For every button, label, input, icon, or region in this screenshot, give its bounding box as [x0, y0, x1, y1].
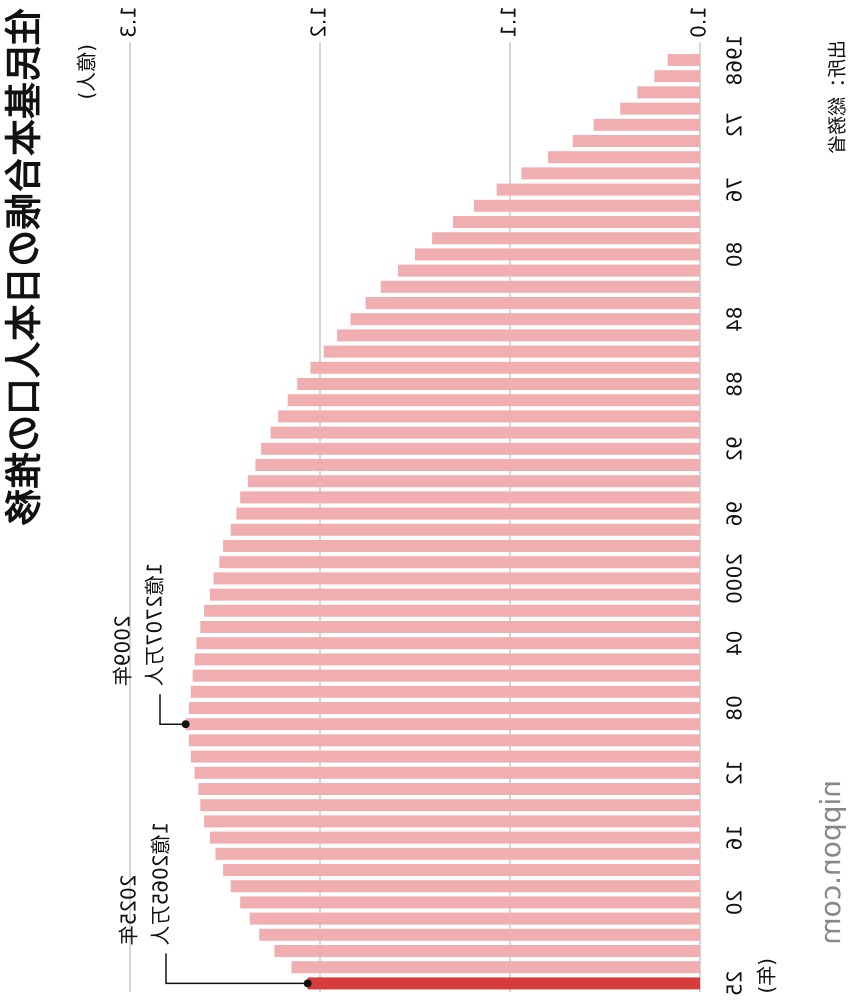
bar [337, 329, 700, 342]
bar [209, 588, 701, 601]
x-tick-label: 12 [723, 760, 747, 785]
bar [473, 199, 700, 212]
x-tick-label: 25 [723, 971, 747, 996]
x-tick-label: 72 [723, 112, 747, 137]
bar [397, 264, 700, 277]
bar [188, 702, 700, 714]
bar [247, 475, 701, 488]
bar [236, 507, 700, 520]
annotation-year: 2009年 [111, 615, 135, 686]
bar [219, 556, 701, 569]
bar [192, 669, 700, 682]
bar [240, 896, 700, 909]
x-tick-label: 20 [723, 890, 747, 915]
source: 出所：総務省 [827, 40, 849, 154]
bar [521, 167, 701, 180]
bar [240, 491, 700, 504]
x-tick-label: 80 [723, 242, 747, 267]
bar [190, 750, 701, 763]
bar [194, 653, 700, 666]
bar [323, 345, 700, 358]
bar [654, 70, 701, 83]
x-tick-label: 16 [723, 825, 747, 850]
annotation-text: 1億2707万人 [143, 563, 167, 687]
bar [198, 783, 700, 795]
bar [415, 248, 700, 261]
bar [200, 621, 701, 633]
bar [223, 864, 700, 876]
bar [255, 459, 700, 471]
bar [230, 523, 700, 536]
bar [572, 135, 701, 147]
bar [230, 880, 700, 893]
chart-body: 住民基本台帳の日本人口の推移 (億人) (年) 出所：総務省 nippon.co… [3, 6, 849, 996]
bar [261, 442, 700, 455]
bar [667, 54, 701, 66]
bar [593, 118, 700, 131]
bar [196, 637, 700, 650]
x-tick-label: 04 [723, 630, 747, 655]
x-unit: (年) [755, 958, 779, 994]
bar [185, 718, 701, 731]
bar [204, 604, 700, 617]
bar [259, 928, 700, 941]
y-tick-label: 1.2 [307, 6, 331, 38]
leader-line [165, 953, 308, 985]
x-tick-label: 76 [723, 177, 747, 202]
bar [637, 86, 700, 99]
brand: nippon.com [814, 780, 847, 945]
x-tick-label: 84 [723, 306, 747, 331]
x-tick-label: 08 [723, 695, 747, 720]
bar [496, 183, 701, 196]
bar [297, 378, 700, 390]
bar [350, 313, 700, 326]
bar [213, 572, 700, 585]
bar [270, 426, 700, 439]
bar [291, 961, 700, 974]
bar [194, 766, 700, 779]
x-tick-label: 2000 [723, 553, 747, 604]
bar [209, 831, 701, 844]
annotation-text: 1億2065万人 [149, 822, 173, 946]
y-tick-label: 1.3 [117, 6, 141, 38]
chart-title: 住民基本台帳の日本人口の推移 [3, 8, 46, 526]
x-tick-label: 96 [723, 501, 747, 526]
marker-dot [303, 979, 312, 988]
bar [249, 912, 700, 925]
y-tick-label: 1.1 [497, 6, 521, 38]
bar [365, 297, 700, 309]
bar [620, 102, 701, 115]
x-tick-label: 92 [723, 436, 747, 461]
bar [307, 977, 700, 990]
bar [188, 734, 700, 747]
bar [278, 410, 700, 423]
annotation-year: 2025年 [117, 874, 141, 945]
bar [223, 540, 700, 552]
bar [548, 151, 700, 164]
leader-line [159, 694, 186, 725]
bar [200, 799, 701, 812]
bar [380, 280, 700, 293]
bar [453, 216, 700, 228]
y-tick-label: 1.0 [687, 6, 711, 38]
bar [432, 232, 700, 245]
bar [204, 815, 700, 828]
marker-dot [181, 720, 190, 729]
x-tick-label: 88 [723, 371, 747, 396]
bar [215, 847, 700, 860]
bar [274, 945, 700, 957]
bar [190, 685, 701, 698]
y-unit: (億人) [75, 44, 99, 100]
x-tick-label: 1968 [723, 35, 747, 86]
bar [310, 361, 700, 374]
bar [287, 394, 700, 407]
